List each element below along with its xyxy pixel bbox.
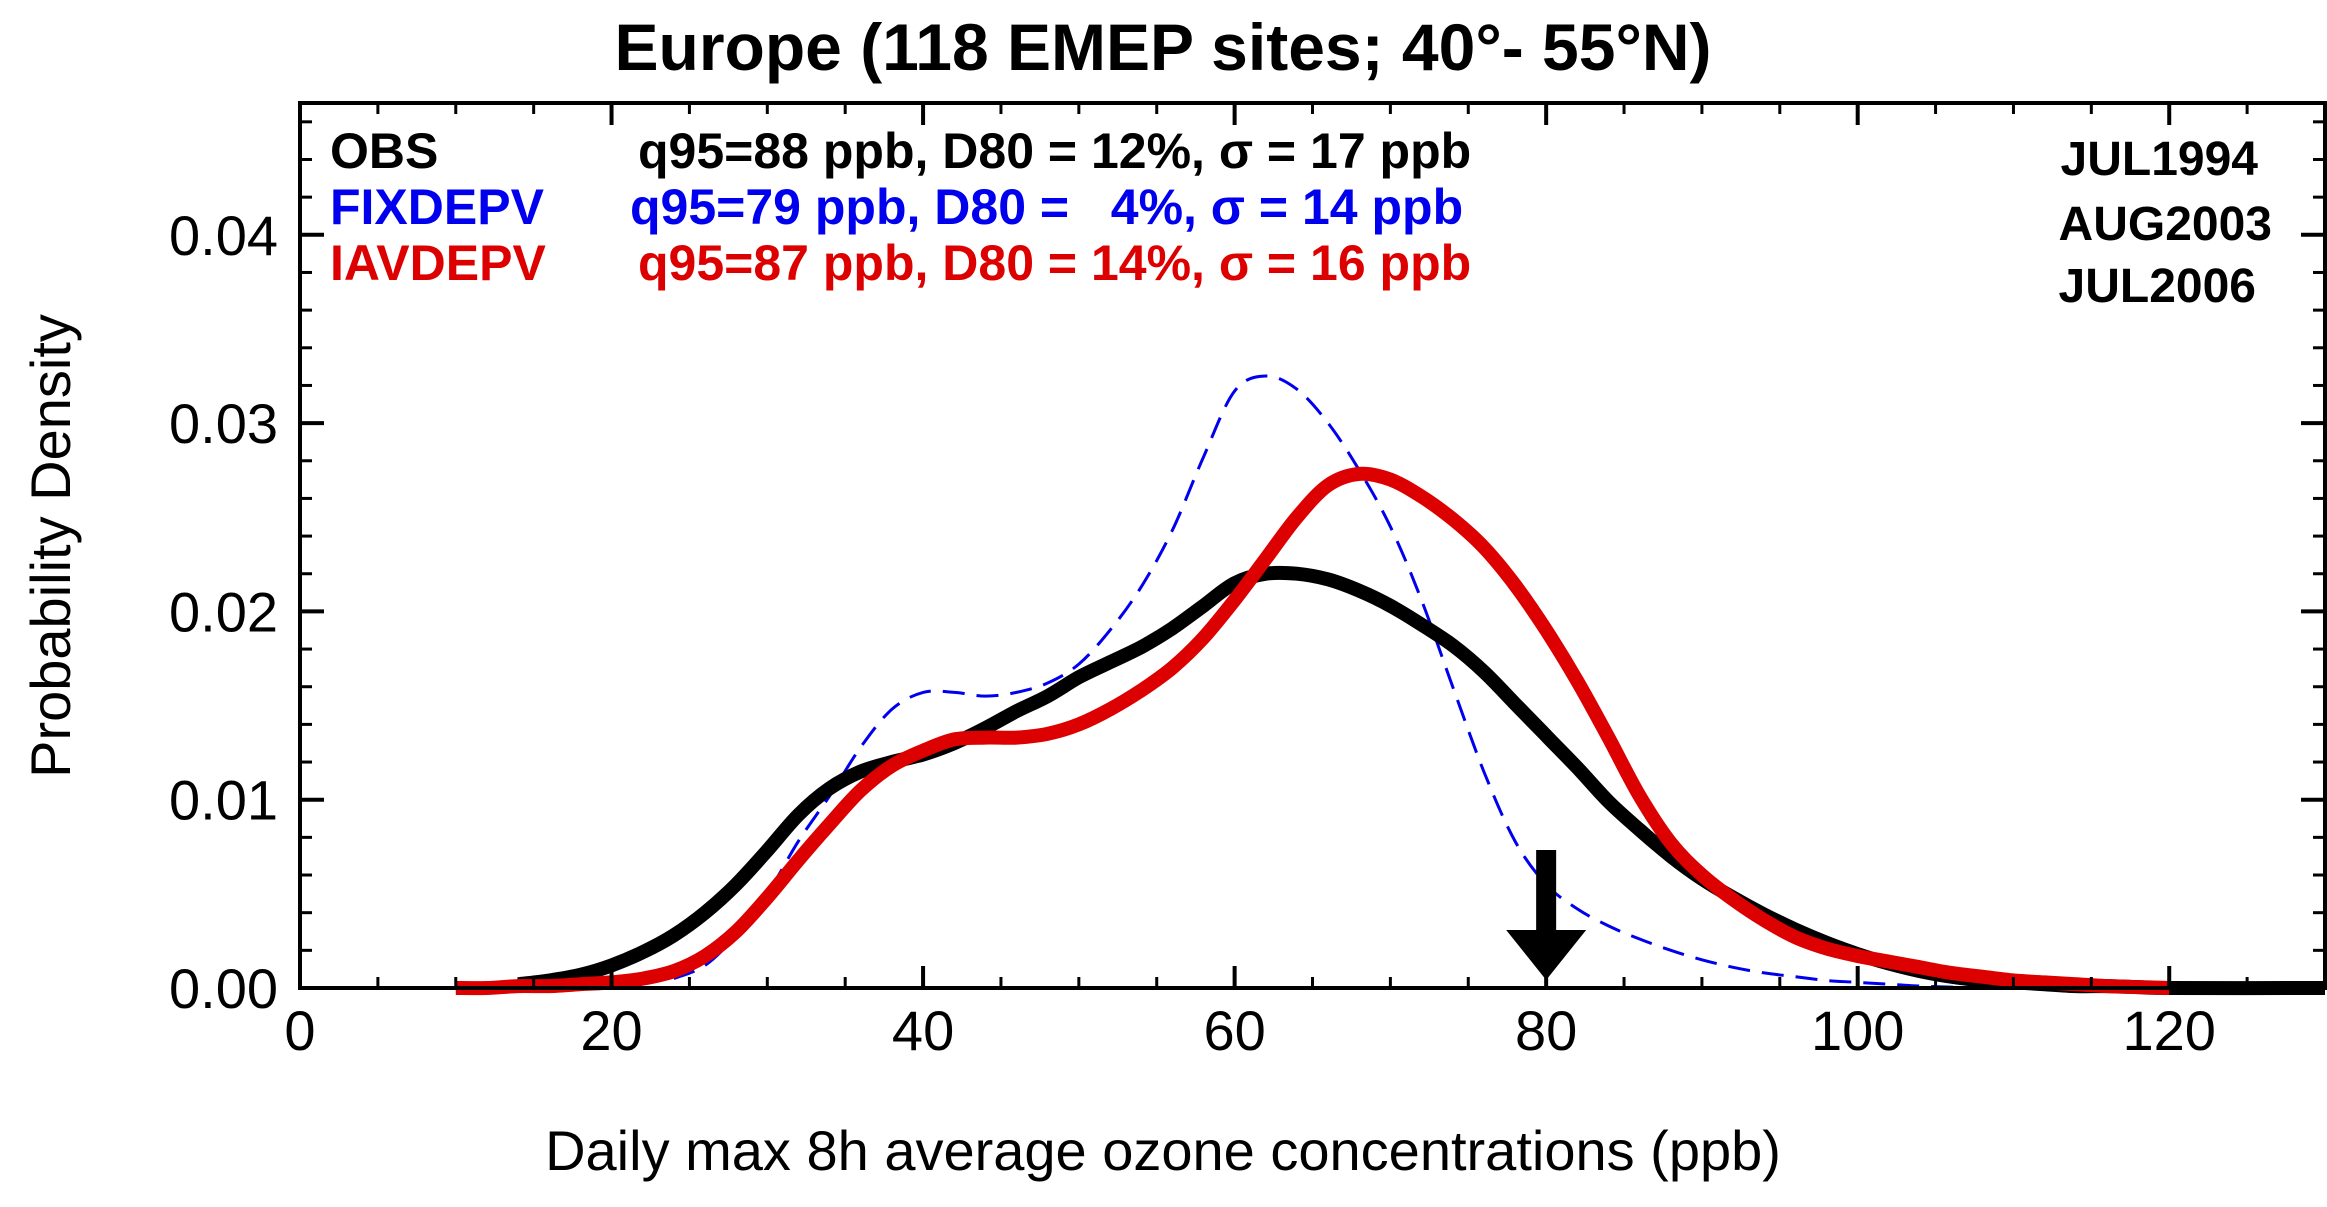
x-axis-label: Daily max 8h average ozone concentration… — [545, 1119, 1781, 1182]
legend-fixdepv-name: FIXDEPV — [330, 179, 545, 235]
legend-iavdepv-name: IAVDEPV — [330, 235, 546, 291]
x-tick-label: 0 — [284, 999, 315, 1062]
series-lines — [455, 374, 2326, 996]
series-line-fixdepv — [673, 374, 1983, 990]
y-axis-label: Probability Density — [19, 314, 82, 778]
period-label-2: AUG2003 — [2059, 198, 2272, 251]
arrow-shape — [1506, 850, 1587, 980]
y-tick-label: 0.01 — [169, 769, 278, 832]
x-tick-label: 100 — [1811, 999, 1904, 1062]
y-tick-label: 0.00 — [169, 957, 278, 1020]
y-axis-ticks: 0.00 0.01 0.02 0.03 0.04 — [169, 120, 2325, 1020]
chart-title: Europe (118 EMEP sites; 40°- 55°N) — [615, 10, 1712, 84]
x-tick-label: 80 — [1515, 999, 1577, 1062]
legend: OBS q95=88 ppb, D80 = 12%, σ = 17 ppb FI… — [330, 123, 1471, 291]
x-tick-label: 20 — [580, 999, 642, 1062]
x-tick-label: 40 — [892, 999, 954, 1062]
y-tick-label: 0.03 — [169, 392, 278, 455]
y-tick-label: 0.04 — [169, 204, 278, 267]
series-line-iavdepv — [455, 466, 2170, 996]
legend-fixdepv-stats: q95=79 ppb, D80 = 4%, σ = 14 ppb — [630, 179, 1463, 235]
x-tick-label: 60 — [1203, 999, 1265, 1062]
x-axis-ticks: 0 20 40 60 80 100 120 — [284, 103, 2327, 1062]
period-label-3: JUL2006 — [2059, 260, 2256, 313]
legend-iavdepv-stats: q95=87 ppb, D80 = 14%, σ = 16 ppb — [638, 235, 1471, 291]
arrow-marker — [1506, 850, 1587, 980]
x-tick-label: 120 — [2123, 999, 2216, 1062]
period-labels: JUL1994 AUG2003 JUL2006 — [2059, 133, 2272, 313]
series-line-obs — [517, 565, 2326, 996]
legend-obs-stats: q95=88 ppb, D80 = 12%, σ = 17 ppb — [638, 123, 1471, 179]
period-label-1: JUL1994 — [2061, 133, 2259, 186]
y-tick-label: 0.02 — [169, 580, 278, 643]
legend-obs-name: OBS — [330, 123, 438, 179]
